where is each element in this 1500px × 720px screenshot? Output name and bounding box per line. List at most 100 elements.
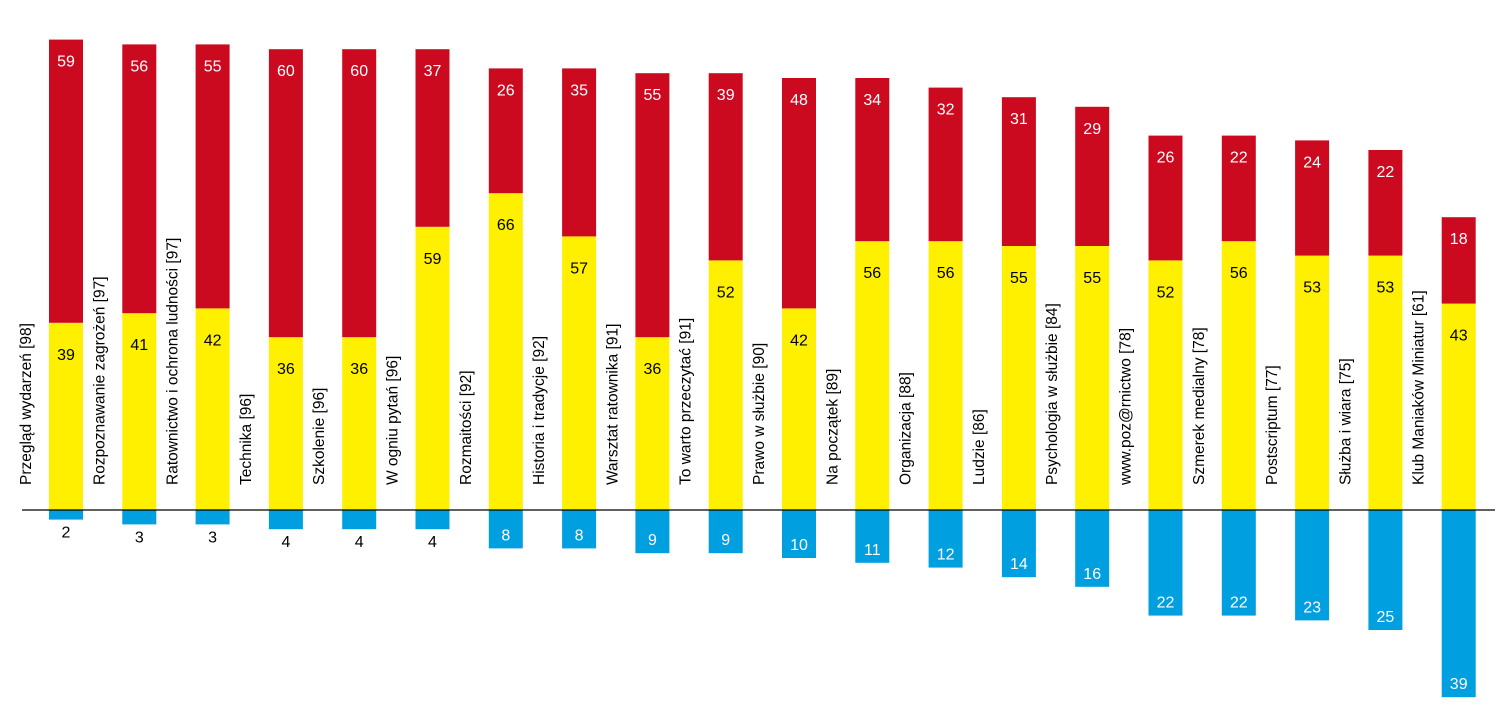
bar-segment-red: [415, 49, 450, 227]
data-label-red: 60: [350, 63, 368, 80]
category-label: www.poz@rnictwo [78]: [1118, 328, 1135, 486]
bar-segment-blue: [415, 510, 450, 530]
bar-segment-yellow: [195, 308, 230, 510]
bar-segment-yellow: [1148, 260, 1183, 510]
category-label: Przegląd wydarzeń [98]: [18, 323, 35, 485]
bar-segment-yellow: [488, 193, 523, 510]
data-label-blue: 22: [1230, 595, 1248, 612]
category-label: Technika [96]: [238, 394, 255, 485]
bar-segment-yellow: [122, 313, 157, 510]
data-label-red: 55: [204, 58, 222, 75]
bar-segment-yellow: [268, 337, 303, 510]
bar-segment-red: [928, 87, 963, 242]
data-label-yellow: 53: [1377, 280, 1395, 297]
category-label: Historia i tradycje [92]: [531, 336, 548, 485]
bar-segment-yellow: [1368, 255, 1403, 510]
bar-segment-yellow: [1075, 246, 1110, 510]
data-label-blue: 4: [355, 534, 364, 551]
bar-segment-red: [1001, 97, 1036, 246]
data-label-blue: 39: [1450, 676, 1468, 693]
data-label-blue: 25: [1377, 609, 1395, 626]
category-label: Warsztat ratownika [91]: [604, 324, 621, 485]
data-label-red: 22: [1230, 150, 1248, 167]
bar-segment-yellow: [928, 241, 963, 510]
bar-segment-blue: [782, 510, 816, 558]
bar-segment-red: [488, 68, 523, 194]
data-label-blue: 11: [864, 542, 881, 559]
data-label-blue: 9: [721, 532, 730, 549]
bar-segment-blue: [1075, 510, 1110, 587]
data-label-red: 26: [1157, 150, 1175, 167]
bar-segment-blue: [708, 510, 743, 554]
data-label-yellow: 55: [1083, 270, 1101, 287]
data-label-yellow: 39: [57, 347, 75, 364]
data-label-red: 48: [790, 92, 808, 109]
bar-segment-yellow: [1295, 255, 1330, 510]
bar-segment-yellow: [562, 236, 597, 510]
data-label-blue: 12: [937, 547, 955, 564]
bar-segment-red: [1148, 135, 1183, 261]
bar-segment-blue: [49, 510, 83, 520]
bar-segment-red: [1368, 150, 1403, 256]
data-label-yellow: 42: [790, 332, 808, 349]
data-label-red: 56: [130, 58, 148, 75]
data-label-yellow: 52: [1157, 284, 1175, 301]
data-label-blue: 23: [1303, 599, 1321, 616]
category-label: Prawo w służbie [90]: [751, 343, 768, 485]
data-label-yellow: 36: [350, 361, 368, 378]
data-label-blue: 3: [208, 529, 217, 546]
data-label-blue: 9: [648, 532, 657, 549]
data-label-red: 55: [644, 87, 662, 104]
data-label-red: 34: [863, 92, 881, 109]
bar-segment-blue: [855, 510, 890, 563]
bar-segment-red: [1075, 106, 1110, 246]
bar-segment-blue: [562, 510, 597, 549]
category-label: Psychologia w służbie [84]: [1044, 303, 1061, 485]
data-label-yellow: 36: [277, 361, 295, 378]
bar-segment-blue: [122, 510, 157, 525]
data-label-yellow: 57: [570, 260, 588, 277]
bar-segment-yellow: [415, 226, 450, 511]
data-label-blue: 22: [1157, 595, 1175, 612]
data-label-yellow: 55: [1010, 270, 1028, 287]
bar-segment-blue: [1441, 510, 1476, 698]
data-label-yellow: 42: [204, 332, 222, 349]
bar-segment-yellow: [49, 322, 83, 510]
bar-segment-red: [635, 73, 670, 338]
bar-segment-red: [195, 44, 230, 309]
data-label-blue: 8: [575, 527, 584, 544]
bar-segment-red: [1221, 135, 1256, 242]
category-label: Rozmaitości [92]: [458, 370, 475, 485]
category-label: Szkolenie [96]: [311, 388, 328, 485]
bar-segment-blue: [268, 510, 303, 530]
category-label: Ludzie [86]: [971, 409, 988, 485]
data-label-blue: 8: [501, 527, 510, 544]
category-label: To warto przeczytać [91]: [678, 318, 695, 485]
bar-segment-blue: [928, 510, 963, 568]
data-label-blue: 14: [1010, 556, 1028, 573]
category-label: Postscriptum [77]: [1264, 365, 1281, 485]
bar-segment-blue: [1001, 510, 1036, 578]
data-label-red: 59: [57, 54, 75, 71]
bar-segment-blue: [1368, 510, 1403, 630]
bar-segment-blue: [1295, 510, 1330, 621]
data-label-blue: 4: [281, 534, 290, 551]
category-label: Ratownictwo i ochrona ludności [97]: [165, 238, 182, 485]
category-label: Rozpoznawanie zagrożeń [97]: [91, 276, 108, 485]
category-label: W ogniu pytań [96]: [385, 356, 402, 485]
data-label-red: 37: [424, 63, 442, 80]
bar-segment-red: [855, 78, 890, 242]
bar-segment-red: [782, 78, 816, 309]
data-label-red: 29: [1083, 121, 1101, 138]
bar-segment-yellow: [855, 241, 890, 510]
data-label-blue: 3: [135, 529, 144, 546]
bar-segment-blue: [195, 510, 230, 525]
data-label-red: 22: [1377, 164, 1395, 181]
category-label: Na początek [89]: [824, 369, 841, 485]
data-label-yellow: 53: [1303, 280, 1321, 297]
bar-segment-red: [122, 44, 157, 314]
bar-segment-yellow: [635, 337, 670, 510]
bar-segment-yellow: [342, 337, 377, 510]
data-label-red: 32: [937, 102, 955, 119]
